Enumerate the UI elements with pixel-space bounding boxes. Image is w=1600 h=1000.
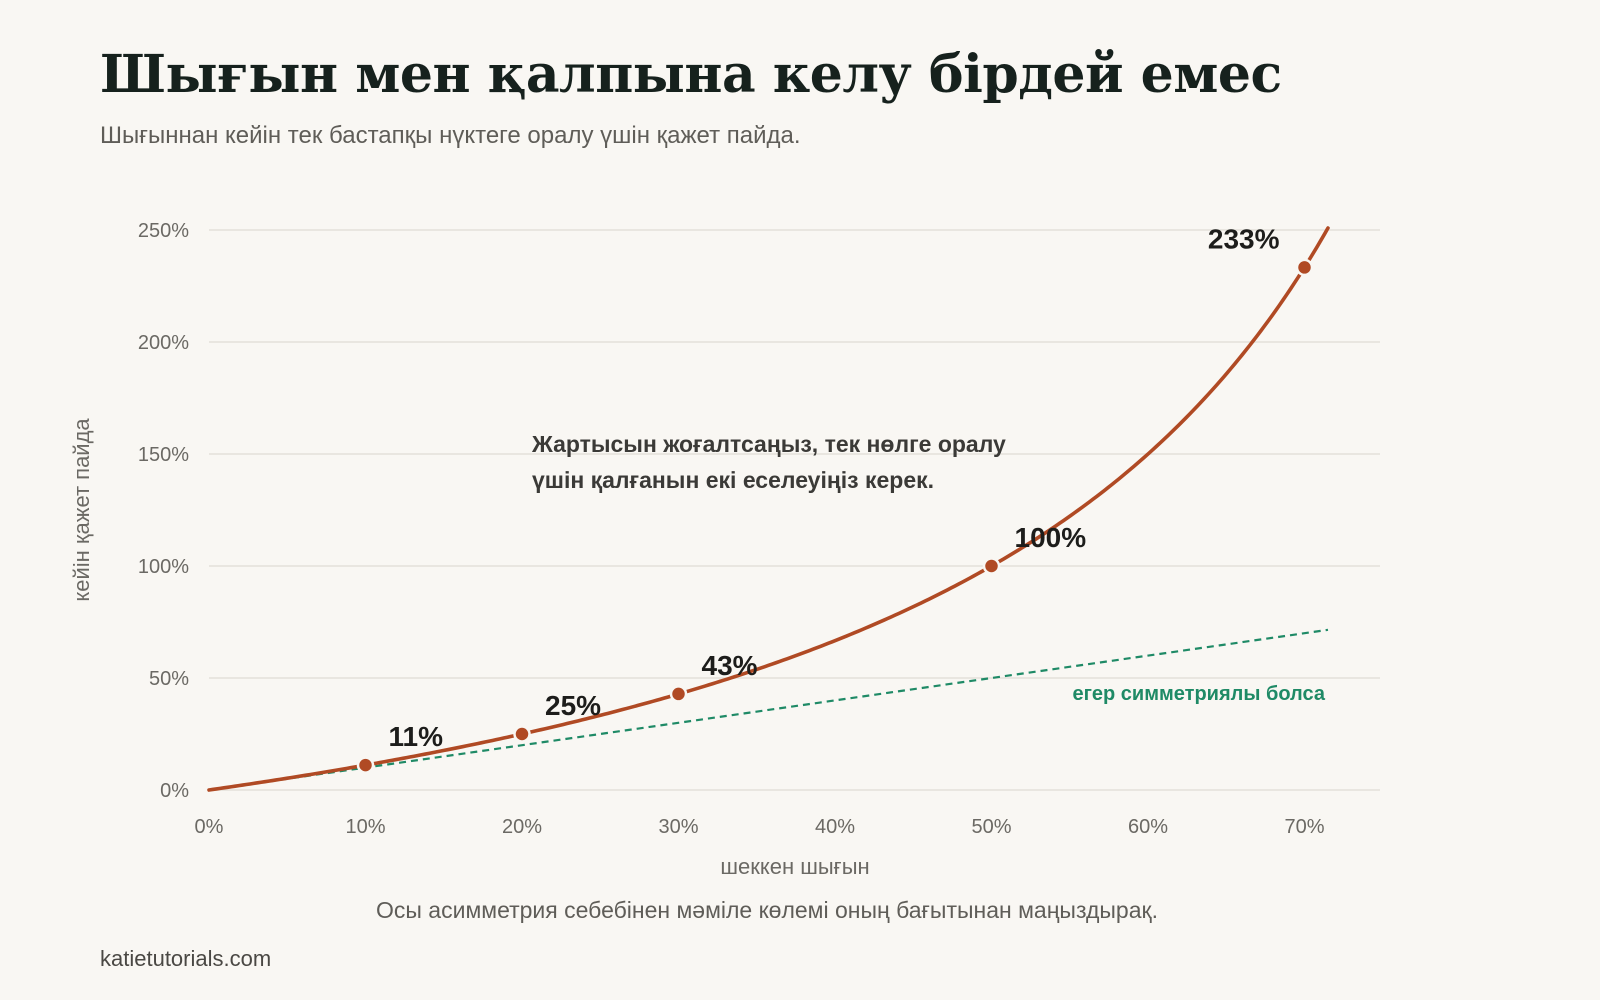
data-point-label: 25% bbox=[545, 690, 601, 721]
footer-note-text: Осы асимметрия себебінен мәміле көлемі о… bbox=[376, 897, 1158, 923]
y-tick-label: 250% bbox=[138, 220, 189, 242]
page-subtitle: Шығыннан кейін тек бастапқы нүктеге орал… bbox=[100, 122, 801, 149]
page-title: Шығын мен қалпына келу бірдей емес bbox=[100, 44, 1282, 105]
data-point bbox=[669, 685, 688, 703]
x-tick-label: 40% bbox=[815, 816, 855, 838]
x-tick-label: 50% bbox=[971, 816, 1011, 838]
y-tick-label: 200% bbox=[138, 332, 189, 354]
x-tick-label: 0% bbox=[195, 816, 224, 838]
data-point bbox=[982, 557, 1001, 575]
symmetric-reference-line bbox=[208, 628, 1329, 792]
x-axis-label: шеккен шығын bbox=[720, 854, 869, 879]
data-point bbox=[1295, 258, 1314, 277]
annotation-line: Жартысын жоғалтсаңыз, тек нөлге оралу bbox=[531, 431, 1006, 457]
x-tick-label: 20% bbox=[502, 816, 542, 838]
x-tick-label: 70% bbox=[1284, 816, 1324, 838]
x-tick-label: 10% bbox=[345, 816, 385, 838]
y-tick-label: 100% bbox=[138, 556, 189, 578]
symmetric-line-label: егер симметриялы болса bbox=[1072, 683, 1325, 705]
source-credit: katietutorials.com bbox=[100, 946, 272, 971]
x-tick-label: 60% bbox=[1128, 816, 1168, 838]
recovery-curve bbox=[207, 226, 1330, 792]
x-tick-label: 30% bbox=[658, 816, 698, 838]
data-point bbox=[356, 756, 375, 774]
data-point-label: 233% bbox=[1208, 223, 1280, 254]
y-tick-label: 50% bbox=[149, 668, 189, 690]
y-axis-label: кейін қажет пайда bbox=[69, 418, 94, 602]
y-tick-label: 150% bbox=[138, 444, 189, 466]
data-point-label: 43% bbox=[702, 650, 758, 681]
annotation-line: үшін қалғанын екі еселеуіңіз керек. bbox=[532, 467, 934, 493]
data-point bbox=[513, 725, 531, 743]
y-tick-label: 0% bbox=[160, 780, 189, 802]
data-point-label: 11% bbox=[389, 721, 444, 752]
loss-recovery-chart: 0% 50% 100% 150% 200% 250% 0% 10% 20% 30% 40% 50% 60… bbox=[69, 220, 1380, 879]
data-point-label: 100% bbox=[1015, 522, 1087, 553]
